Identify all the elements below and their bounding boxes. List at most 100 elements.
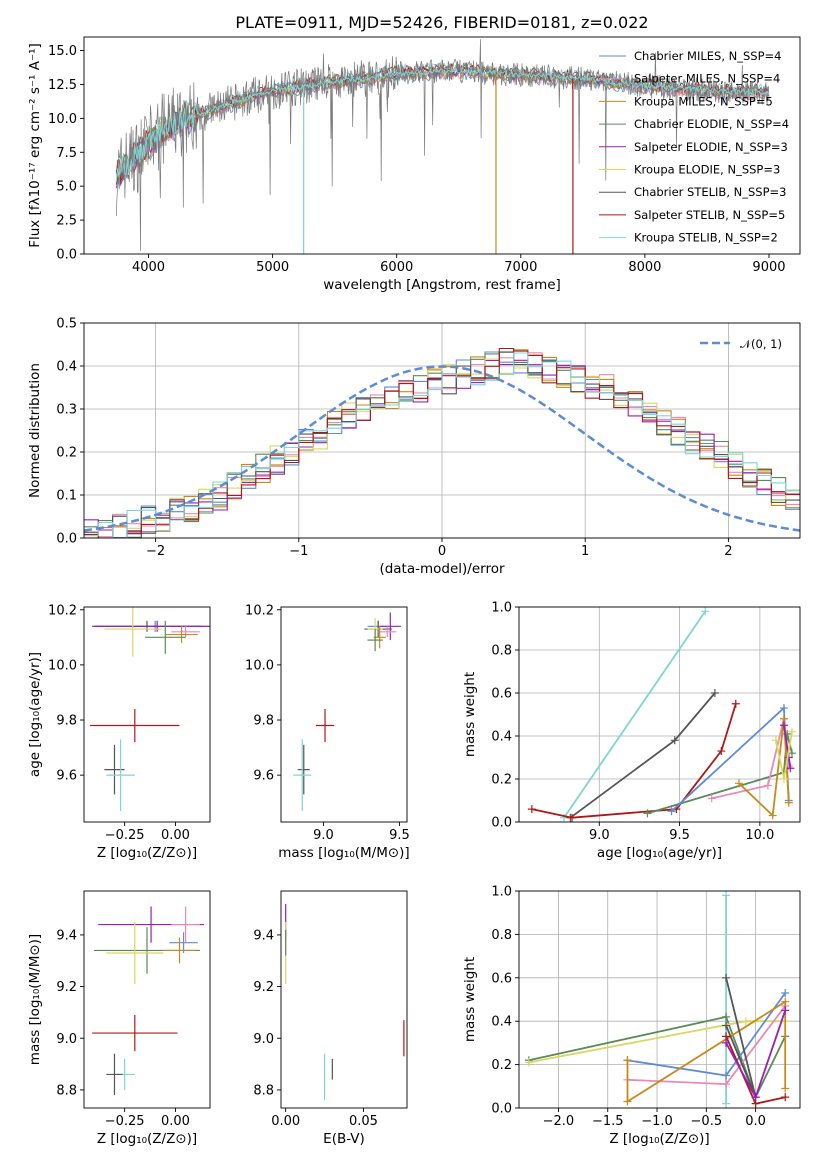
spectrum-axes-frame xyxy=(83,36,801,255)
y-tick-label: 8.8 xyxy=(56,1083,77,1098)
y-tick-label: 0.2 xyxy=(491,773,512,788)
y-tick-label: 0.6 xyxy=(491,687,512,702)
residuals-x-axis-label: (data-model)/error xyxy=(379,561,505,577)
weight-line xyxy=(711,718,790,800)
weight-marker xyxy=(741,1017,750,1026)
weight-vs-age-y-axis-label: mass weight xyxy=(462,672,478,757)
y-tick-label: 0.2 xyxy=(56,446,77,461)
weight-line xyxy=(563,610,707,819)
y-tick-label: 12.5 xyxy=(48,78,77,93)
legend-entry: Chabrier STELIB, N_SSP=3 xyxy=(634,185,786,199)
x-tick-label: 9.5 xyxy=(669,828,690,843)
y-tick-label: 9.6 xyxy=(253,769,274,784)
weight-vs-age-panel xyxy=(515,606,801,826)
weight-line xyxy=(528,1015,787,1100)
normal-curve xyxy=(84,365,800,532)
age-vs-z-y-axis-label: age [log₁₀(age/yr)] xyxy=(27,652,43,777)
x-tick-label: −0.5 xyxy=(691,1114,723,1129)
x-tick-label: 6000 xyxy=(380,260,413,275)
legend-entry: Salpeter ELODIE, N_SSP=3 xyxy=(634,140,788,154)
mass-vs-ebv-plot-area xyxy=(285,903,405,1101)
histogram-step xyxy=(84,352,800,538)
y-tick-label: 0.0 xyxy=(491,816,512,831)
weight-marker xyxy=(781,988,790,997)
weight-marker xyxy=(722,1071,731,1080)
y-tick-label: 0.4 xyxy=(491,1015,512,1030)
age-vs-z-panel xyxy=(80,606,211,826)
spectrum-plot-area xyxy=(115,39,770,254)
x-tick-label: −1.5 xyxy=(592,1114,624,1129)
x-tick-label: −2.0 xyxy=(543,1114,575,1129)
y-tick-label: 9.6 xyxy=(56,769,77,784)
age-vs-z-axes-frame xyxy=(83,606,211,823)
y-tick-label: 10.2 xyxy=(48,603,77,618)
weight-marker xyxy=(781,1093,790,1102)
x-tick-label: 7000 xyxy=(504,260,537,275)
weight-marker xyxy=(623,1056,632,1065)
residuals-y-axis-label: Normed distribution xyxy=(27,363,43,498)
residuals-plot-area xyxy=(84,347,800,538)
weight-marker xyxy=(667,807,676,816)
y-tick-label: 9.0 xyxy=(253,1032,274,1047)
y-tick-label: 1.0 xyxy=(491,885,512,900)
x-tick-label: 5000 xyxy=(256,260,289,275)
weight-marker xyxy=(524,1058,533,1067)
legend-entry: 𝒩(0, 1) xyxy=(740,337,782,351)
mass-vs-ebv-panel xyxy=(277,890,408,1112)
mass-vs-z-plot-area xyxy=(92,906,204,1096)
x-tick-label: −1 xyxy=(289,544,308,559)
x-tick-label: 0.05 xyxy=(349,1114,378,1129)
y-tick-label: 0.0 xyxy=(56,532,77,547)
histogram-step xyxy=(84,358,800,538)
weight-marker xyxy=(781,1006,790,1015)
legend-entry: Kroupa ELODIE, N_SSP=3 xyxy=(634,163,780,177)
weight-marker xyxy=(787,727,796,736)
y-tick-label: 10.0 xyxy=(245,658,274,673)
weight-marker xyxy=(722,1038,731,1047)
spectrum-x-axis-label: wavelength [Angstrom, rest frame] xyxy=(323,277,561,293)
weight-marker xyxy=(722,891,731,900)
x-tick-label: 4000 xyxy=(132,260,165,275)
weight-marker xyxy=(722,973,731,982)
weight-marker xyxy=(779,775,788,783)
weight-marker xyxy=(722,1021,731,1030)
y-tick-label: 9.8 xyxy=(56,714,77,729)
weight-line xyxy=(531,703,737,819)
mass-vs-z-axes-frame xyxy=(83,890,211,1109)
y-tick-label: 0.5 xyxy=(56,317,77,332)
weight-vs-z-plot-area xyxy=(524,891,790,1108)
weight-marker xyxy=(771,736,780,745)
spectrum-title: PLATE=0911, MJD=52426, FIBERID=0181, z=0… xyxy=(235,13,648,32)
y-tick-label: 0.6 xyxy=(491,971,512,986)
y-tick-label: 10.0 xyxy=(48,658,77,673)
y-tick-label: 0.0 xyxy=(491,1102,512,1117)
weight-vs-z-axes-frame xyxy=(518,890,801,1109)
weight-marker xyxy=(786,764,795,773)
y-tick-label: 2.5 xyxy=(56,214,77,229)
y-tick-label: 10.0 xyxy=(48,112,77,127)
y-tick-label: 0.8 xyxy=(491,644,512,659)
weight-marker xyxy=(779,704,788,713)
y-tick-label: 0.1 xyxy=(56,489,77,504)
weight-marker xyxy=(527,805,536,814)
y-tick-label: 9.2 xyxy=(56,980,77,995)
x-tick-label: 0.0 xyxy=(745,1114,766,1129)
legend-entry: Kroupa MILES, N_SSP=5 xyxy=(634,94,773,108)
weight-marker xyxy=(734,779,743,788)
x-tick-label: −0.25 xyxy=(105,1114,145,1129)
weight-marker xyxy=(643,809,652,818)
x-tick-label: 9000 xyxy=(752,260,785,275)
y-tick-label: 9.4 xyxy=(56,928,77,943)
mass-vs-z-panel xyxy=(80,890,211,1112)
weight-marker xyxy=(768,811,777,820)
weight-vs-age-x-axis-label: age [log₁₀(age/yr)] xyxy=(597,845,722,861)
y-tick-label: 0.4 xyxy=(491,730,512,745)
age-vs-z-x-axis-label: Z [log₁₀(Z/Z⊙)] xyxy=(97,845,197,861)
y-tick-label: 0.4 xyxy=(56,360,77,375)
x-tick-label: 9.0 xyxy=(589,828,610,843)
y-tick-label: 15.0 xyxy=(48,44,77,59)
weight-marker xyxy=(722,1080,731,1089)
y-tick-label: 8.8 xyxy=(253,1083,274,1098)
weight-marker xyxy=(781,1084,790,1093)
